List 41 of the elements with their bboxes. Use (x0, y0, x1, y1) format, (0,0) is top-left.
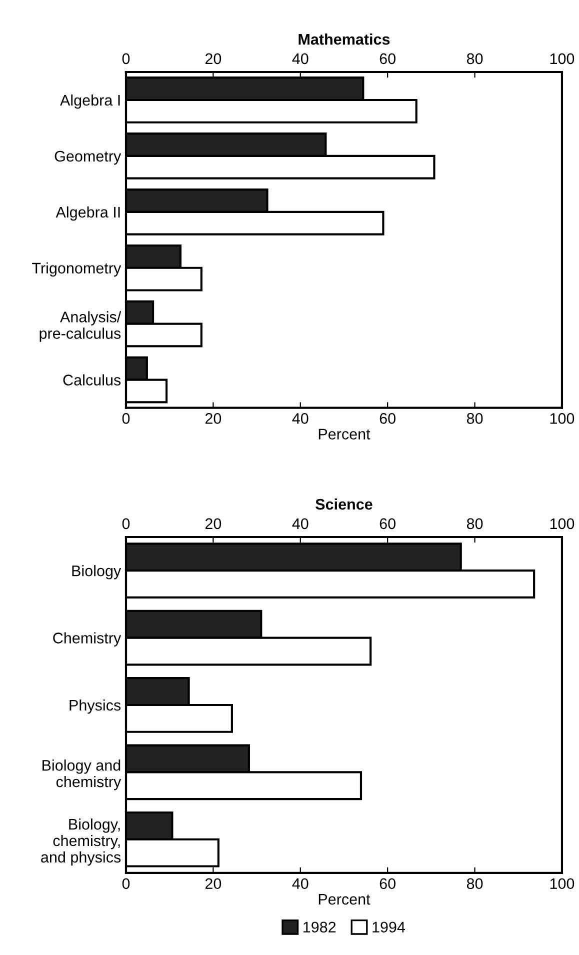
x2-tick-label: 20 (205, 53, 222, 64)
x2-tick-label: 80 (466, 53, 483, 64)
legend-label: 1982 (304, 922, 336, 933)
x-tick-label: 0 (122, 413, 130, 424)
x-tick-label: 100 (550, 413, 574, 424)
x2-tick-label: 80 (466, 518, 483, 530)
y-tick-label: Physics (70, 699, 121, 714)
y-tick-label: Geometry (54, 150, 122, 165)
x-tick-label: 100 (550, 878, 574, 890)
y-tick-label: Chemistry (53, 632, 122, 646)
x-tick-label: 80 (466, 413, 483, 424)
x2-tick-label: 100 (550, 53, 574, 64)
y-tick-label: Analysis/ pre-calculus (40, 311, 122, 342)
x-tick-label: 60 (380, 413, 396, 424)
x-tick-label: 20 (205, 878, 222, 890)
x2-tick-label: 0 (122, 53, 130, 64)
chart-title: Science (316, 498, 372, 510)
x2-tick-label: 100 (550, 518, 574, 530)
x2-tick-label: 0 (122, 518, 130, 530)
x2-tick-label: 20 (205, 518, 222, 530)
y-tick-label: Algebra I (60, 94, 120, 109)
x-tick-label: 0 (122, 878, 130, 890)
x2-tick-label: 40 (292, 518, 308, 530)
y-tick-label: Biology, chemistry, and physics (41, 818, 121, 866)
x-tick-label: 40 (292, 413, 308, 424)
x-axis-title: Percent (318, 428, 370, 440)
x-tick-label: 80 (466, 878, 483, 890)
x-tick-label: 40 (292, 878, 308, 890)
x2-tick-label: 40 (292, 53, 308, 64)
x-tick-label: 60 (380, 878, 396, 890)
y-tick-label: Trigonometry (32, 262, 122, 277)
x-tick-label: 20 (205, 413, 222, 424)
y-tick-label: Calculus (63, 374, 121, 386)
chart-title: Mathematics (298, 34, 390, 45)
y-tick-label: Biology and chemistry (42, 760, 122, 790)
x-axis-title: Percent (318, 894, 370, 905)
y-tick-label: Algebra II (56, 206, 120, 221)
legend-label: 1994 (372, 922, 406, 933)
x2-tick-label: 60 (380, 518, 396, 530)
x2-tick-label: 60 (380, 53, 396, 64)
y-tick-label: Biology (72, 565, 122, 580)
